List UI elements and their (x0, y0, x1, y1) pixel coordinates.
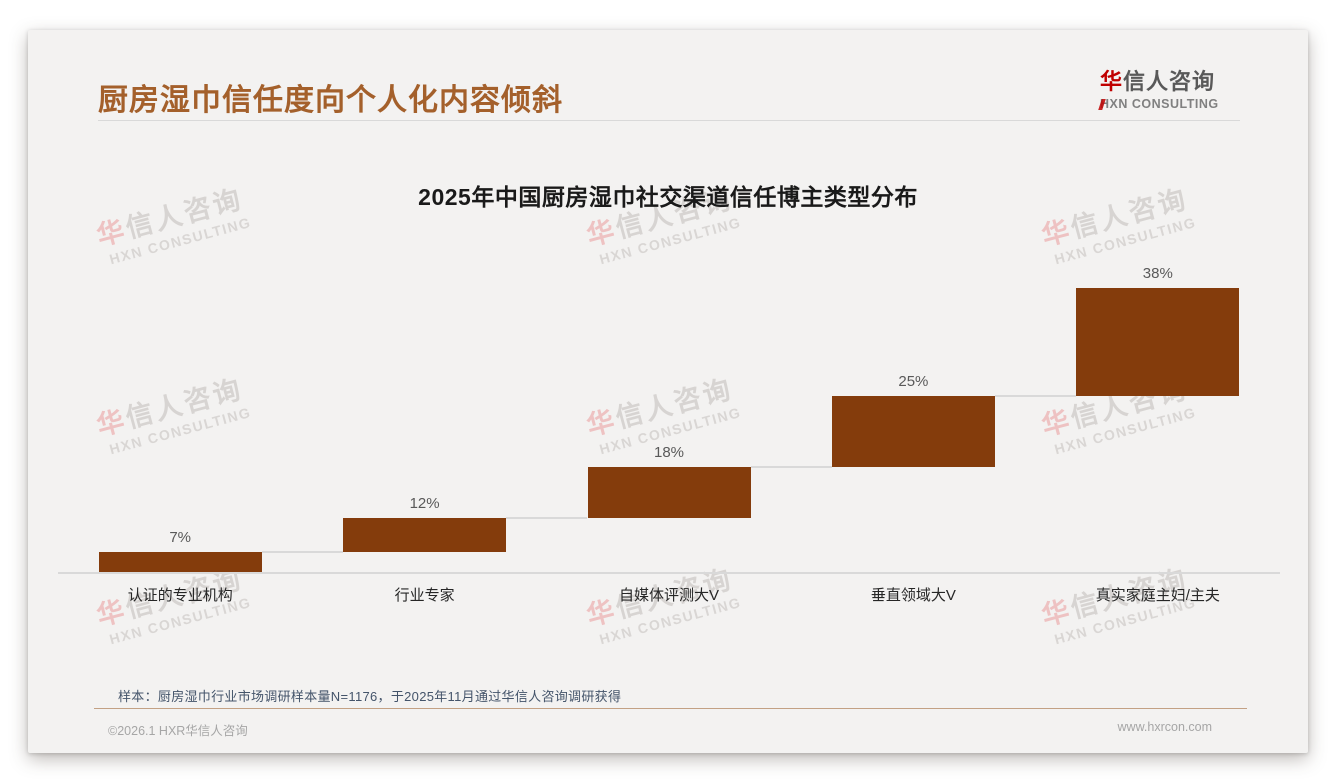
sample-footnote: 样本：厨房湿巾行业市场调研样本量N=1176，于2025年11月通过华信人咨询调… (118, 689, 622, 704)
slide-card: 华信人咨询 HXN CONSULTING 华信人咨询 HXN CONSULTING 华信… (28, 30, 1308, 753)
website-url: www.hxrcon.com (1117, 720, 1212, 734)
waterfall-chart: 7% 认证的专业机构 12% 行业专家 18% 自媒体评测大V 25% 垂直领域大V 38% 真实… (28, 30, 1308, 753)
category-label: 真实家庭主妇/主夫 (1095, 587, 1220, 604)
page-title: 厨房湿巾信任度向个人化内容倾斜 (98, 84, 563, 117)
bar-value-label: 38% (1142, 265, 1173, 282)
category-label: 自媒体评测大V (618, 587, 719, 604)
waterfall-bar (343, 518, 507, 553)
logo-english-text: HXN CONSULTING (1098, 97, 1219, 111)
category-label: 行业专家 (394, 587, 455, 604)
bar-value-label: 18% (653, 443, 685, 461)
bar-value-label: 7% (169, 529, 192, 547)
category-label: 垂直领域大V (870, 587, 956, 604)
waterfall-bar (587, 466, 751, 519)
chart-baseline (58, 572, 1280, 574)
waterfall-connector-line (994, 394, 1077, 397)
copyright-text: ©2026.1 HXR华信人咨询 (108, 724, 248, 738)
waterfall-bar (831, 395, 995, 467)
logo-chinese-text: 华信人咨询 (1100, 64, 1250, 96)
chart-title: 2025年中国厨房湿巾社交渠道信任博主类型分布 (418, 184, 918, 210)
waterfall-bar (1076, 288, 1240, 396)
header-divider (98, 120, 1240, 121)
waterfall-connector-line (261, 551, 344, 554)
company-logo: 华信人咨询 HXN CONSULTING (1098, 64, 1250, 111)
bar-value-label: 25% (898, 372, 929, 390)
bar-value-label: 12% (409, 495, 440, 513)
footer-divider (94, 708, 1247, 709)
waterfall-bar (98, 552, 262, 572)
category-label: 认证的专业机构 (127, 587, 233, 604)
waterfall-connector-line (750, 465, 832, 468)
logo-gray-chars: 信人咨询 (1123, 69, 1216, 94)
waterfall-connector-line (506, 517, 588, 520)
logo-red-char: 华 (1100, 69, 1124, 94)
